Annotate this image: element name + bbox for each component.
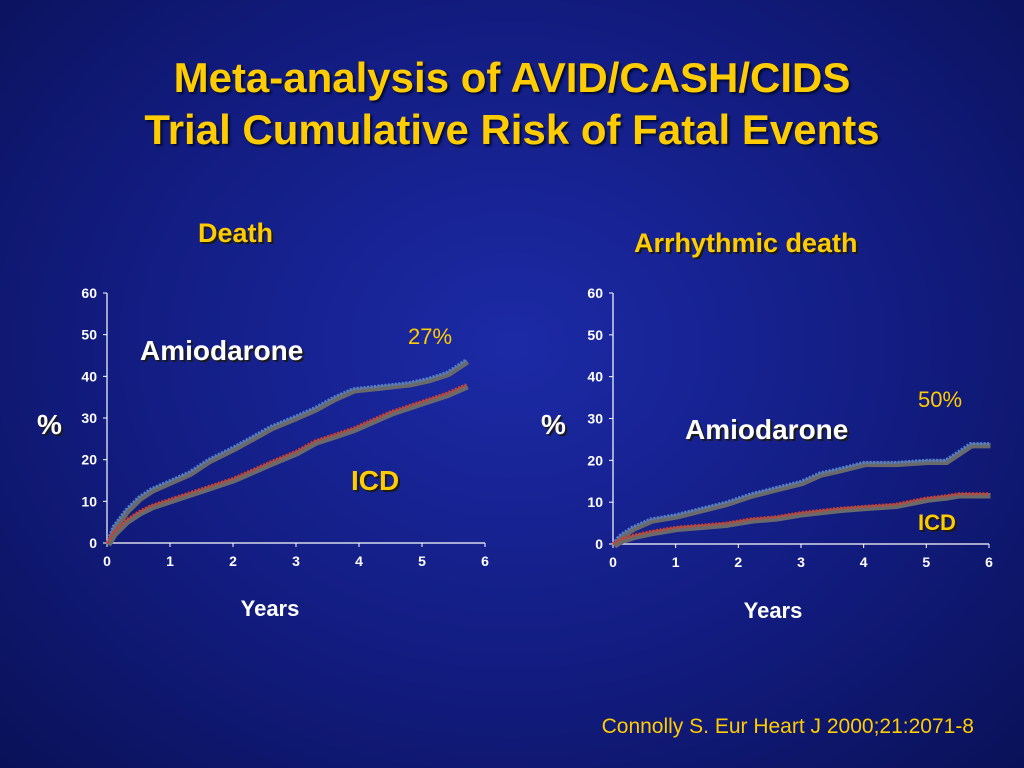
- series-line-icd-shadow: [612, 493, 991, 549]
- series-label-shadow: ICD: [353, 467, 401, 498]
- y-tick-label: 20: [81, 452, 97, 468]
- x-tick-label: 0: [103, 553, 111, 569]
- death-chart: 0 10 20 30 40 50 60 0 1 2 3 4 5 6 % % Years Amiodaron…: [37, 285, 489, 621]
- x-tick-label: 3: [797, 554, 805, 570]
- y-tick-label: 10: [81, 493, 97, 509]
- series-line-amiodarone-shadow: [612, 442, 991, 548]
- x-tick-label: 6: [481, 553, 489, 569]
- x-tick-label: 0: [609, 554, 617, 570]
- series-label-amiodarone: Amiodarone: [685, 414, 848, 445]
- y-tick-label: 30: [587, 411, 603, 427]
- y-axis-label: %: [37, 409, 62, 440]
- y-tick-label: 0: [89, 535, 97, 551]
- y-axis-label-shadow: %: [39, 411, 64, 442]
- slide-title: Meta-analysis of AVID/CASH/CIDS Trial Cu…: [0, 52, 1024, 156]
- y-axis-label-shadow: %: [543, 411, 568, 442]
- y-tick-label: 40: [81, 368, 97, 384]
- annotation-50-percent: 50%: [918, 387, 962, 412]
- series-line-icd: [612, 492, 989, 546]
- x-tick-label: 6: [985, 554, 993, 570]
- y-tick-label: 20: [587, 452, 603, 468]
- series-line-amiodarone: [611, 442, 989, 545]
- arrhythmic-chart-lines: [611, 442, 991, 549]
- series-line-amiodarone-shadow: [105, 359, 470, 546]
- x-tick-label: 5: [418, 553, 426, 569]
- series-line-icd-shadow: [106, 384, 469, 547]
- series-line-amiodarone: [105, 358, 467, 544]
- chart-title-death: Death: [198, 218, 274, 248]
- y-tick-label: 60: [81, 285, 97, 301]
- x-tick-label: 1: [166, 553, 174, 569]
- x-tick-label: 3: [292, 553, 300, 569]
- x-axis-label: Years: [241, 596, 300, 621]
- series-label-amiodarone: Amiodarone: [140, 335, 303, 366]
- x-tick-label: 2: [734, 554, 742, 570]
- slide-title-line-1: Meta-analysis of AVID/CASH/CIDS: [173, 54, 851, 101]
- x-tick-label: 2: [229, 553, 237, 569]
- death-chart-labels: % % Years Amiodarone Amiodarone ICD ICD …: [37, 324, 452, 621]
- series-label-shadow: ICD: [920, 512, 958, 537]
- x-tick-label: 4: [355, 553, 363, 569]
- y-tick-label: 10: [587, 494, 603, 510]
- y-tick-label: 60: [587, 285, 603, 301]
- death-chart-lines: [105, 358, 470, 547]
- y-tick-label: 50: [587, 327, 603, 343]
- arrhythmic-death-chart: 0 10 20 30 40 50 60 0 1 2 3 4 5 6 % % Years Amiodaron…: [541, 285, 993, 623]
- arrhythmic-chart-labels: % % Years Amiodarone Amiodarone ICD ICD …: [541, 387, 962, 623]
- y-tick-label: 0: [595, 536, 603, 552]
- y-tick-label: 50: [81, 327, 97, 343]
- x-tick-label: 1: [672, 554, 680, 570]
- death-chart-axes: 0 10 20 30 40 50 60 0 1 2 3 4 5 6: [81, 285, 489, 569]
- citation: Connolly S. Eur Heart J 2000;21:2071-8: [601, 715, 974, 738]
- arrhythmic-chart-axes: 0 10 20 30 40 50 60 0 1 2 3 4 5 6: [587, 285, 993, 570]
- chart-title-arrhythmic-death: Arrhythmic death: [634, 228, 858, 258]
- series-label-shadow: Amiodarone: [142, 337, 305, 368]
- slide-title-line-2: Trial Cumulative Risk of Fatal Events: [144, 106, 880, 153]
- series-label-shadow: Amiodarone: [687, 416, 850, 447]
- series-label-icd: ICD: [918, 510, 956, 535]
- series-label-icd: ICD: [351, 465, 399, 496]
- y-tick-label: 30: [81, 410, 97, 426]
- x-tick-label: 5: [922, 554, 930, 570]
- x-tick-label: 4: [860, 554, 868, 570]
- y-axis-label: %: [541, 409, 566, 440]
- y-tick-label: 40: [587, 369, 603, 385]
- annotation-27-percent: 27%: [408, 324, 452, 349]
- series-line-icd: [105, 383, 467, 544]
- x-axis-label: Years: [744, 598, 803, 623]
